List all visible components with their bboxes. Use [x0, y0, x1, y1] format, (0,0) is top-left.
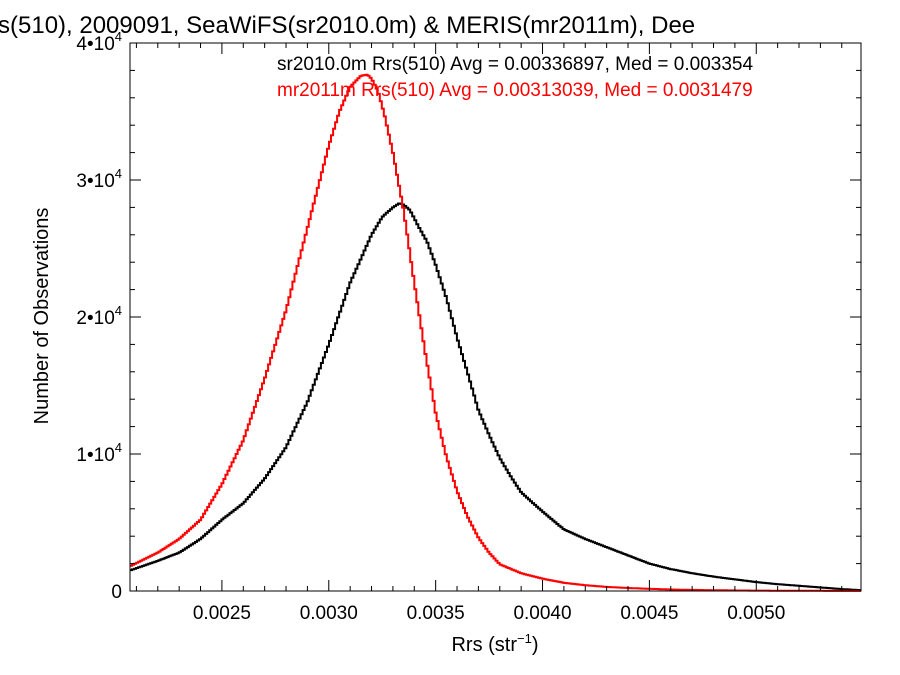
y-tick-label-main: 4•10: [76, 34, 114, 55]
annotation-red: mr2011m Rrs(510) Avg = 0.00313039, Med =…: [277, 80, 753, 101]
series-0-step-line: [130, 202, 861, 592]
y-axis-label: Number of Observations: [31, 208, 53, 425]
y-tick-label: 2•104: [76, 303, 122, 329]
x-tick-label: 0.0025: [193, 603, 251, 624]
chart-title: s(510), 2009091, SeaWiFS(sr2010.0m) & ME…: [0, 12, 695, 39]
annotation-black: sr2010.0m Rrs(510) Avg = 0.00336897, Med…: [277, 54, 753, 75]
y-tick-label: 4•104: [76, 29, 122, 55]
x-tick-label: 0.0045: [620, 603, 678, 624]
y-tick-label-main: 1•10: [76, 445, 114, 466]
series-layer: [130, 73, 861, 592]
x-axis-label-exp: −1: [517, 631, 532, 646]
x-tick-label: 0.0035: [407, 603, 465, 624]
y-tick-label-main: 2•10: [76, 308, 114, 329]
plot-frame: [129, 42, 862, 592]
y-tick-label-exp: 4: [115, 29, 122, 44]
x-axis-label-main: Rrs (str: [451, 634, 517, 656]
x-axis-label: Rrs (str−1): [451, 631, 538, 656]
axis-layer: 0.0025 0.0030 0.0035 0.0040 0.0045 0.0050 0 1•1…: [76, 29, 862, 624]
series-1-step-line: [130, 73, 861, 592]
y-tick-label: 3•104: [76, 166, 122, 192]
y-tick-label: 0: [111, 582, 122, 603]
y-tick-label-exp: 4: [115, 440, 122, 455]
x-tick-label: 0.0030: [300, 603, 358, 624]
x-tick-label: 0.0050: [727, 603, 785, 624]
y-tick-label: 1•104: [76, 440, 122, 466]
y-tick-label-main: 0: [111, 582, 122, 603]
y-tick-label-exp: 4: [115, 166, 122, 181]
x-axis-label-close: ): [532, 634, 539, 656]
x-tick-label: 0.0040: [513, 603, 571, 624]
y-tick-label-exp: 4: [115, 303, 122, 318]
y-tick-label-main: 3•10: [76, 171, 114, 192]
